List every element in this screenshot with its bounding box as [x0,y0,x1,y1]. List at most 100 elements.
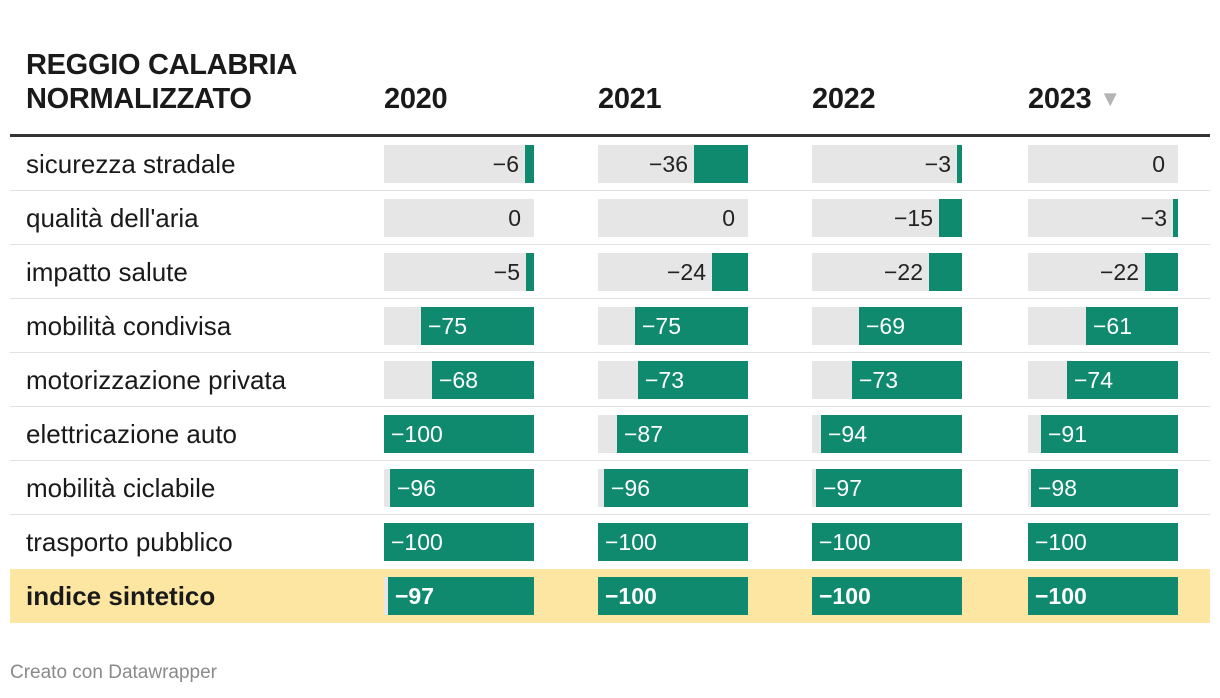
bar-cell: 0 [598,199,748,237]
bar-cell: −100 [598,523,748,561]
bar-cell: −22 [1028,253,1178,291]
footer-credit: Creato con Datawrapper [10,662,217,683]
bar-cell: −87 [598,415,748,453]
column-header-2021[interactable]: 2021 [598,82,662,116]
bar-mark [1173,199,1178,237]
bar-cell: −74 [1028,361,1178,399]
bar-cell: −75 [598,307,748,345]
bar-value-label: −97 [823,475,863,501]
header-rule [10,134,1210,137]
bar-cell: 0 [1028,145,1178,183]
bar-mark [384,415,534,453]
bar-mark [635,307,748,345]
bar-mark [939,199,962,237]
bar-value-label: −100 [391,529,443,555]
row-label: mobilità condivisa [26,311,232,341]
bar-cell: 0 [384,199,534,237]
bar-mark [694,145,748,183]
bar-mark [390,469,534,507]
bar-value-label: −22 [1099,259,1139,285]
column-header-2020[interactable]: 2020 [384,82,448,116]
bar-cell: −96 [598,469,748,507]
bar-mark [525,145,534,183]
bar-cell: −61 [1028,307,1178,345]
row-label: elettricazione auto [26,419,238,449]
table-row: impatto salute −5 −24 −22 −22 [10,245,1210,299]
bar-value-label: −24 [666,259,706,285]
bar-value-label: −97 [395,583,435,609]
table-row: sicurezza stradale −6 −36 −3 0 [10,137,1210,191]
bar-value-label: 0 [508,205,521,231]
bar-mark [852,361,962,399]
bar-cell: −100 [1028,577,1178,615]
bar-cell: −94 [812,415,962,453]
bar-mark [638,361,748,399]
table-row: motorizzazione privata −68 −73 −73 −74 [10,353,1210,407]
bar-value-label: −15 [893,205,933,231]
bar-cell: −22 [812,253,962,291]
table-row: qualità dell'aria 0 0 −15 −3 [10,191,1210,245]
bar-value-label: −98 [1038,475,1078,501]
column-header-label: 2023 [1028,83,1092,115]
bar-mark [384,523,534,561]
row-label: mobilità ciclabile [26,473,216,503]
bar-value-label: −75 [642,313,682,339]
bar-cell: −100 [384,523,534,561]
bar-cell: −96 [384,469,534,507]
bar-mark [1031,469,1178,507]
bar-cell: −98 [1028,469,1178,507]
bar-cell: −36 [598,145,748,183]
bar-cell: −100 [812,577,962,615]
bar-value-label: −61 [1093,313,1133,339]
bar-value-label: −73 [645,367,685,393]
bar-cell: −73 [812,361,962,399]
column-header-2022[interactable]: 2022 [812,82,876,116]
bar-cell: −100 [1028,523,1178,561]
bar-cell: −73 [598,361,748,399]
row-label: impatto salute [26,257,188,287]
bar-mark [526,253,534,291]
bar-value-label: −91 [1048,421,1088,447]
bar-value-label: −100 [391,421,443,447]
chart-title-line-2: NORMALIZZATO [26,83,252,115]
bar-mark [617,415,748,453]
bar-mark [432,361,534,399]
bar-value-label: −87 [624,421,664,447]
bar-mark [712,253,748,291]
table-row: mobilità ciclabile −96 −96 −97 −98 [10,461,1210,515]
bar-cell: −24 [598,253,748,291]
bar-value-label: −96 [397,475,437,501]
bar-value-label: −100 [1035,583,1087,609]
bar-mark [821,415,962,453]
bar-mark [1028,577,1178,615]
bar-cell: −100 [598,577,748,615]
column-header-2023[interactable]: 2023 ▼ [1028,82,1121,116]
bar-value-label: −3 [924,151,951,177]
table-row: elettricazione auto −100 −87 −94 −91 [10,407,1210,461]
bar-value-label: −6 [492,151,519,177]
bar-value-label: −100 [1035,529,1087,555]
bar-mark [1145,253,1178,291]
bar-value-label: −75 [428,313,468,339]
bar-value-label: −22 [883,259,923,285]
table-row: mobilità condivisa −75 −75 −69 −61 [10,299,1210,353]
table-row-highlight: indice sintetico −97 −100 −100 −100 [10,569,1210,623]
bar-cell: −69 [812,307,962,345]
bar-cell: −75 [384,307,534,345]
bar-mark [1041,415,1178,453]
bar-mark [1086,307,1178,345]
bar-cell: −91 [1028,415,1178,453]
bar-value-label: 0 [722,205,735,231]
row-label: trasporto pubblico [26,527,233,557]
bar-cell: −5 [384,253,534,291]
bar-cell: −6 [384,145,534,183]
column-header-label: 2022 [812,83,876,115]
bar-mark [598,523,748,561]
sort-down-triangle-icon[interactable]: ▼ [1099,86,1121,111]
bar-mark [859,307,962,345]
bar-cell: −3 [812,145,962,183]
bar-value-label: −100 [605,529,657,555]
chart-title-line-1: REGGIO CALABRIA [26,49,298,81]
table-row: trasporto pubblico −100 −100 −100 −100 [10,515,1210,569]
bar-cell: −100 [384,415,534,453]
